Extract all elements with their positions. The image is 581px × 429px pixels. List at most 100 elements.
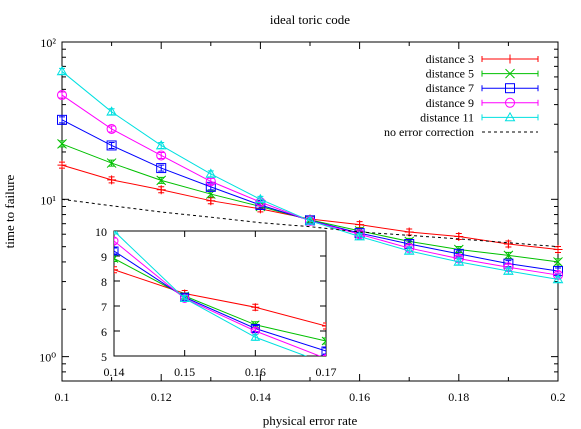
inset-data-point [179,293,190,302]
legend-error-cap [481,114,539,121]
error-bar [59,116,65,124]
inset-series-line-3 [114,240,321,356]
inset-error-bar [114,237,117,245]
inset-data-point [250,332,261,341]
legend-marker [505,97,515,108]
data-point [106,106,117,116]
inset-series-line-0 [114,269,326,327]
legend-label: distance 9 [426,96,474,110]
inset-y-tick-label: 7 [101,300,107,314]
inset-data-point [322,322,326,330]
inset-error-bar [114,247,117,255]
legend-entry-3: distance 9 [426,96,539,110]
error-bar [59,91,65,99]
data-point [403,245,415,255]
chart-title: ideal toric code [270,12,350,27]
inset-y-tick-label: 8 [101,275,107,289]
data-point [156,163,167,174]
inset-series-line-4 [114,231,308,356]
data-point [304,215,316,225]
error-bar [207,177,214,185]
data-point [107,175,117,185]
inset-x-tick-label: 0.14 [104,365,125,379]
legend-marker [505,83,515,94]
data-point [503,239,513,249]
inset-series-line-1 [114,258,326,342]
data-point [106,123,117,134]
error-bar [108,125,115,133]
legend-entry-5: no error correction [384,125,538,139]
data-point [156,175,167,186]
x-tick-label: 0.12 [151,390,172,404]
data-point [205,168,217,178]
x-tick-label: 0.14 [250,390,271,404]
data-point [255,193,266,204]
inset-y-tick-label: 9 [101,250,107,264]
series-4 [56,65,564,284]
inset-data-point [321,346,326,356]
inset-data-point [114,236,119,246]
data-point [57,90,67,101]
inset-x-tick-label: 0.17 [316,365,337,379]
legend-label: distance 7 [426,81,474,95]
y-tick-label: 10¹ [40,193,56,207]
inset-data-point [114,246,119,256]
inset-data-point [321,336,326,346]
legend-entry-4: distance 11 [420,110,539,124]
data-point [354,231,365,241]
data-point [56,65,68,76]
data-point [57,139,67,149]
y-tick-label: 10⁰ [39,351,56,365]
data-point [155,139,167,150]
data-point [57,114,67,125]
data-point [503,250,514,261]
x-tick-label: 0.1 [55,390,70,404]
legend-marker [505,68,515,79]
legend-error-cap [481,70,539,77]
legend-error-cap [481,99,539,106]
data-point [106,158,117,168]
legend-marker [504,111,516,122]
data-point [156,185,166,195]
data-point [106,140,117,151]
x-tick-label: 0.16 [349,390,370,404]
data-point [156,150,167,161]
inset-error-bar [114,266,117,274]
inset-data-point [114,265,118,274]
legend-error-cap [481,85,539,92]
legend-error-cap [481,56,539,62]
error-bar [108,141,115,149]
legend-label: distance 11 [420,110,474,124]
data-point [503,265,514,275]
x-tick-label: 0.2 [551,390,566,404]
data-point [553,257,563,267]
data-point [206,196,216,206]
legend-label: distance 5 [426,67,474,81]
legend-entry-2: distance 7 [426,81,539,95]
data-point [552,273,564,284]
series-line-5 [61,198,559,248]
data-point [57,160,67,170]
inset-y-tick-label: 5 [101,350,107,364]
legend-label: no error correction [384,125,474,139]
inset-error-bar [323,347,326,355]
inset-y-tick-label: 10 [95,225,107,239]
inset-series-line-2 [114,250,326,352]
data-point [454,232,464,242]
legend-entry-1: distance 5 [426,67,539,81]
inset-error-bar [323,337,326,345]
legend-label: distance 3 [426,52,474,66]
x-axis-label: physical error rate [263,413,358,428]
series-5 [61,198,559,248]
inset-error-bar [323,322,326,330]
inset-error-bar [323,355,326,356]
error-bar [158,151,165,159]
x-tick-label: 0.18 [448,390,469,404]
inset-data-point [114,254,119,263]
inset-x-tick-label: 0.16 [245,365,266,379]
legend-marker [505,54,515,64]
error-bar [158,164,165,172]
data-point [453,256,465,266]
y-axis-label: time to failure [2,174,17,248]
